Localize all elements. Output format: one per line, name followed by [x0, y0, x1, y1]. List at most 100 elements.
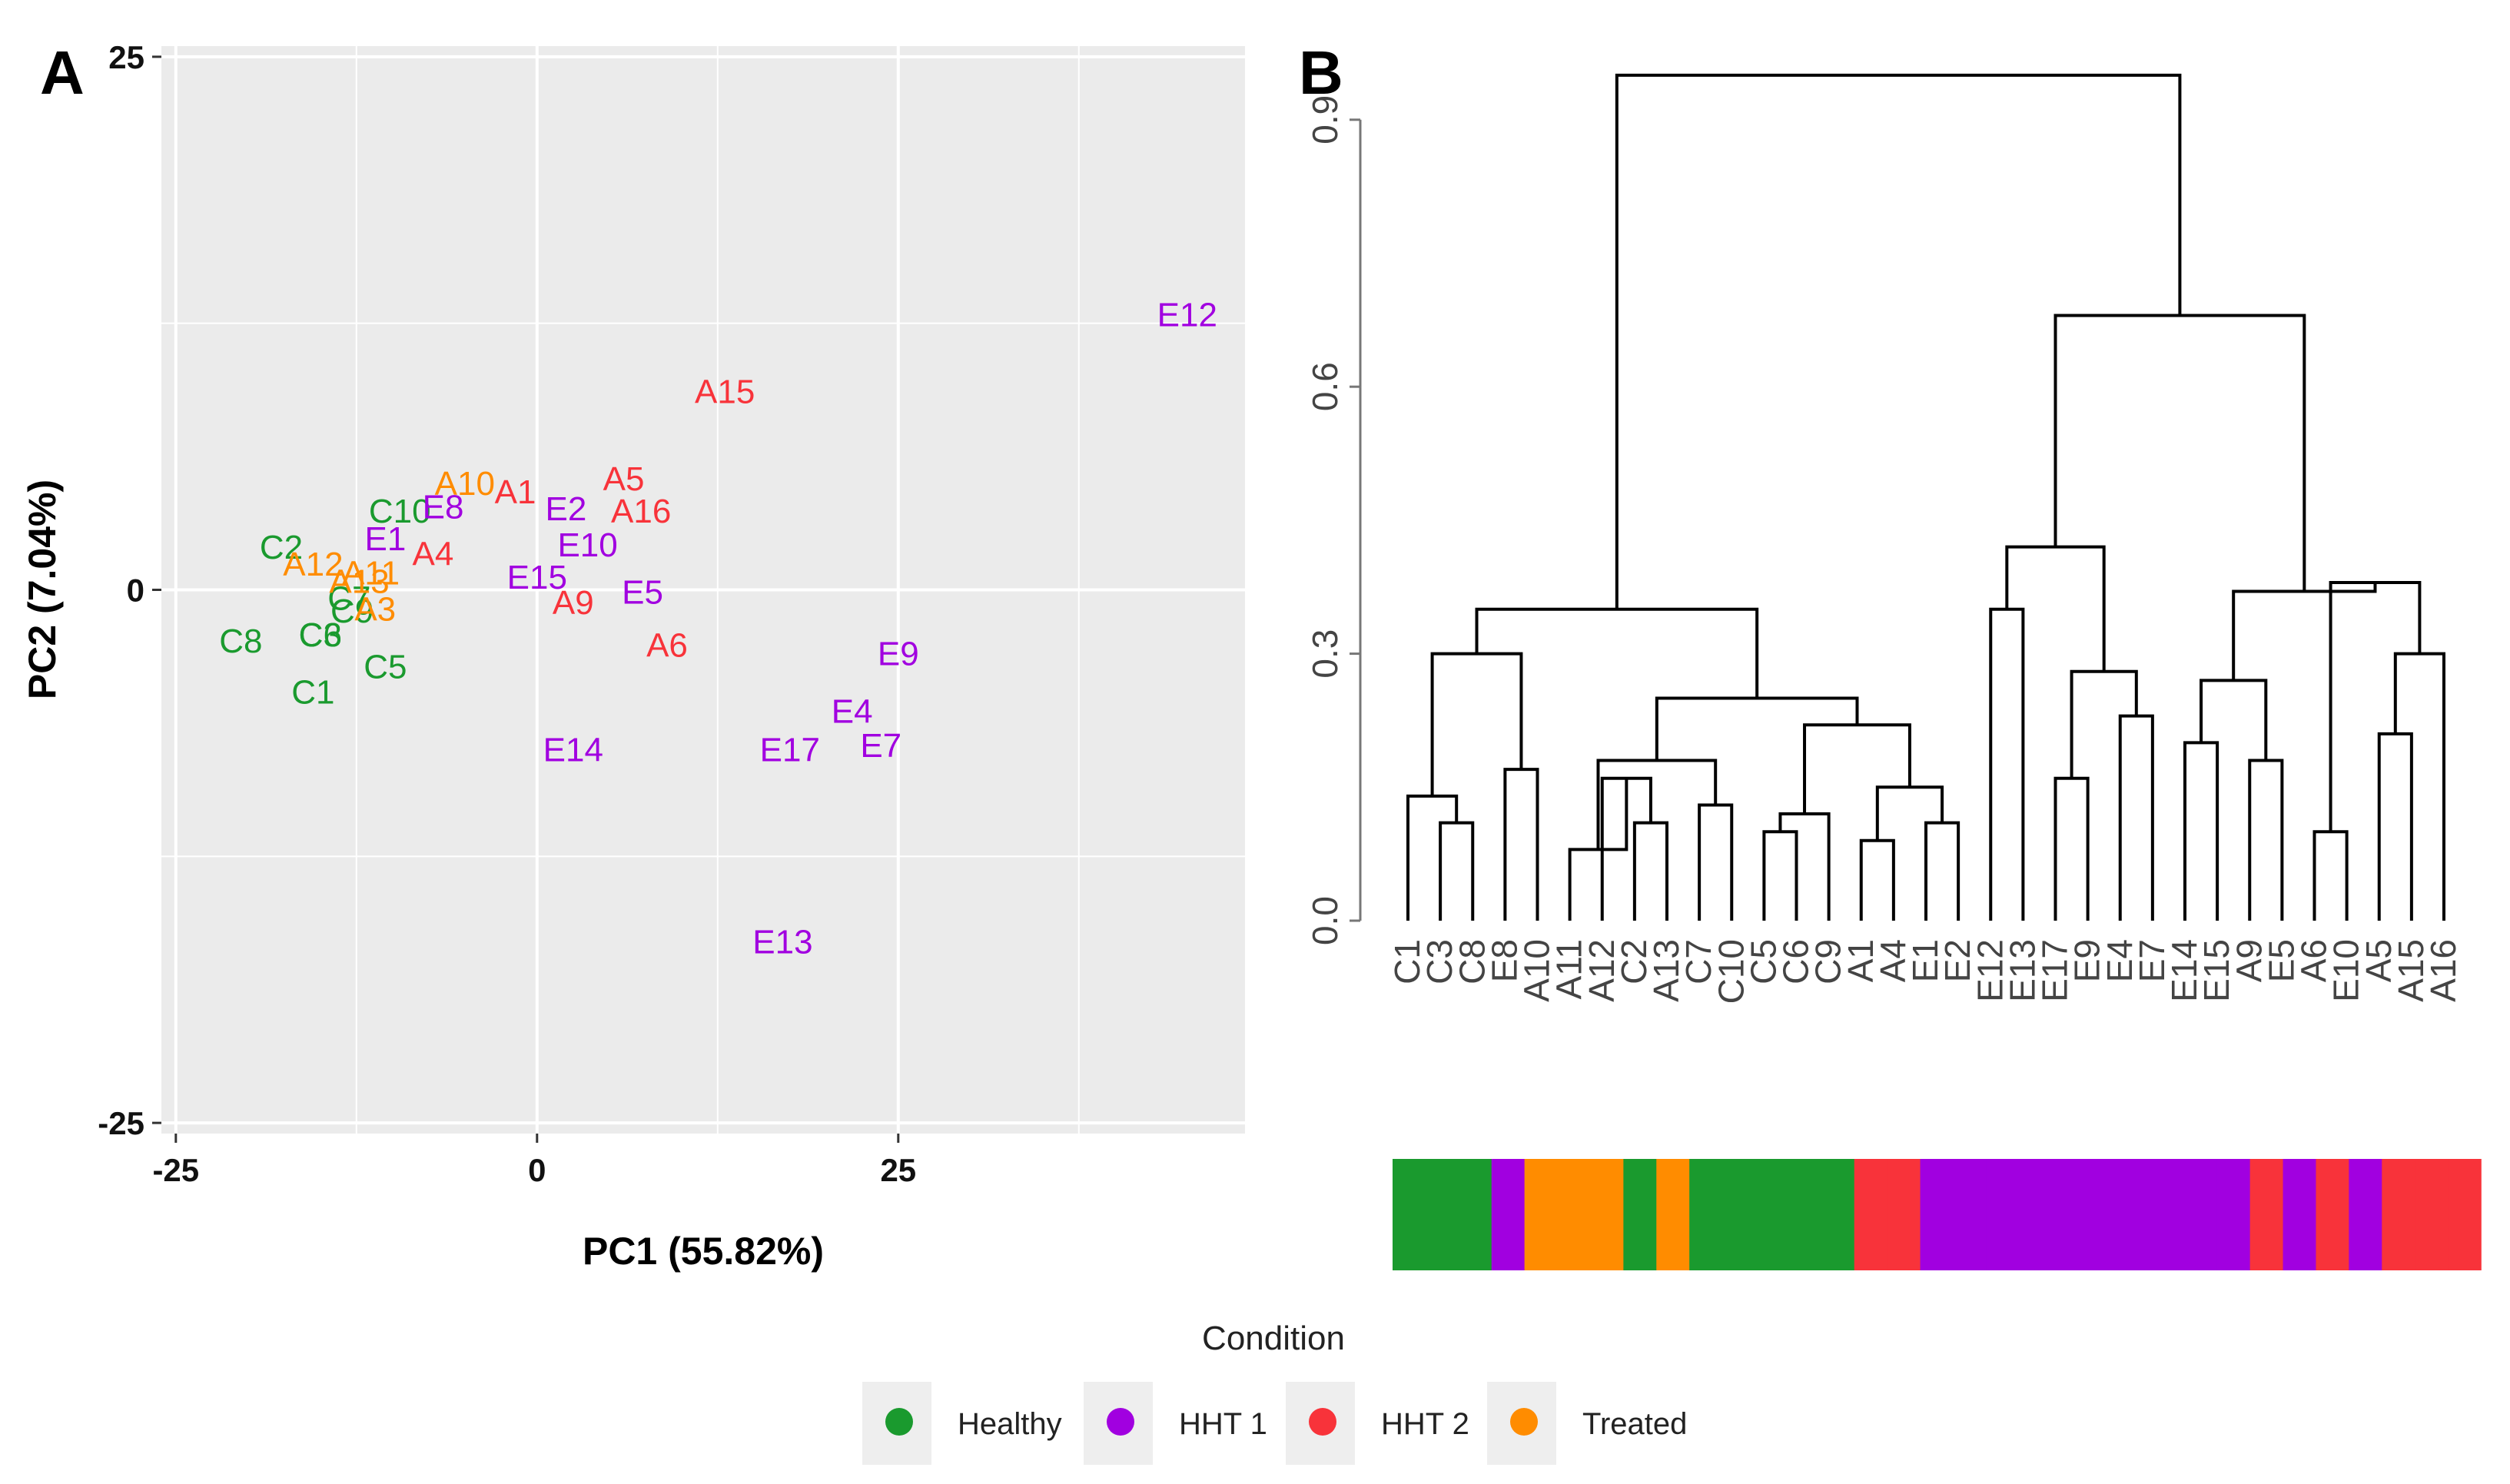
dendrogram-branch-n23	[2183, 741, 2219, 921]
condition-bar-cell-e14	[2183, 1159, 2218, 1270]
condition-bar-cell-e4	[2118, 1159, 2152, 1270]
pca-y-axis-label: PC2 (7.04%)	[21, 480, 64, 699]
y-tick-label: 25	[108, 39, 144, 75]
pca-point-a15: A15	[695, 373, 755, 410]
condition-bar-cell-e7	[2150, 1159, 2185, 1270]
dendrogram-branch-n26	[2312, 830, 2349, 921]
pca-point-a16: A16	[611, 493, 671, 530]
pca-point-a10: A10	[435, 465, 495, 503]
dendrogram-y-tick-label: 0.6	[1305, 362, 1345, 411]
leaf-label-c6: C6	[1776, 939, 1816, 984]
legend-items: Healthy HHT 1 HHT 2 Treated	[862, 1382, 1687, 1465]
pca-point-a4: A4	[413, 535, 454, 573]
dendrogram-tree	[1406, 73, 2445, 921]
x-tick-label: -25	[152, 1152, 199, 1188]
y-tick-label: 0	[127, 573, 144, 609]
dendrogram-branch-n20	[2118, 714, 2154, 921]
pca-point-e9: E9	[878, 636, 919, 673]
condition-bar-cell-e12	[1986, 1159, 2020, 1270]
dendrogram-branch-n31	[2053, 314, 2306, 592]
leaf-label-e17: E17	[2035, 939, 2075, 1002]
leaf-label-e2: E2	[1937, 939, 1977, 982]
pca-point-e14: E14	[543, 732, 603, 769]
condition-bar-cell-c6	[1788, 1159, 1822, 1270]
condition-bar-cell-a9	[2249, 1159, 2284, 1270]
pca-point-e7: E7	[860, 727, 901, 765]
pca-point-e12: E12	[1157, 297, 1217, 334]
dendrogram-branch-n25	[2200, 679, 2268, 761]
dendrogram-branch-n12	[1859, 838, 1895, 921]
legend-label-healthy: Healthy	[958, 1407, 1062, 1441]
condition-bar-cell-c1	[1393, 1159, 1426, 1270]
pca-point-e8: E8	[423, 488, 464, 526]
dendrogram-branch-n5	[1632, 821, 1668, 921]
legend-dot-healthy	[885, 1408, 913, 1436]
leaf-label-e13: E13	[2002, 939, 2042, 1002]
leaf-label-e4: E4	[2100, 939, 2140, 982]
legend-title: Condition	[1202, 1320, 1345, 1357]
leaf-label-e10: E10	[2326, 939, 2366, 1002]
condition-bar-cell-a15	[2415, 1159, 2449, 1270]
dendrogram-branch-n32	[1615, 73, 2182, 609]
leaf-label-c7: C7	[1678, 939, 1718, 984]
condition-bar-cell-a13	[1656, 1159, 1690, 1270]
condition-bar-cell-c3	[1425, 1159, 1459, 1270]
dendrogram-branch-n1	[1439, 821, 1475, 921]
dendrogram-branch-n30	[2232, 582, 2377, 681]
dendrogram-branch-n14	[1875, 785, 1944, 841]
leaf-label-e7: E7	[2132, 939, 2172, 982]
pca-point-c2: C2	[260, 529, 303, 566]
dendrogram-branch-n24	[2248, 759, 2284, 921]
leaf-label-c8: C8	[1452, 939, 1492, 984]
pca-point-c7: C7	[327, 580, 370, 618]
condition-color-bar	[1393, 1159, 2482, 1270]
leaf-label-a6: A6	[2294, 939, 2334, 982]
pca-point-e15: E15	[507, 559, 567, 596]
condition-bar-cell-c9	[1821, 1159, 1855, 1270]
dendrogram-y-tick-label: 0.9	[1305, 95, 1345, 144]
legend-dot-treated	[1510, 1408, 1538, 1436]
pca-point-a1: A1	[495, 473, 536, 511]
pca-point-a3: A3	[354, 590, 396, 628]
panel-b-dendrogram: B 0.00.30.60.9 C1C3C8E8A10A11A12C2A13C7C…	[1299, 38, 2482, 1270]
pca-point-a11: A11	[342, 554, 400, 592]
y-tick-label: -25	[98, 1105, 144, 1141]
pca-point-a9: A9	[553, 584, 594, 622]
pca-point-e4: E4	[832, 693, 873, 731]
pca-x-axis-label: PC1 (55.82%)	[583, 1230, 824, 1273]
pca-point-c8: C8	[219, 622, 262, 660]
dendrogram-branch-n28	[2393, 652, 2445, 921]
dendrogram-branch-n10	[1762, 830, 1798, 921]
pca-point-e2: E2	[545, 490, 586, 528]
condition-bar-cell-a12	[1590, 1159, 1625, 1270]
condition-bar-cell-c2	[1623, 1159, 1658, 1270]
condition-bar-cell-a16	[2448, 1159, 2482, 1270]
leaf-label-a15: A15	[2391, 939, 2431, 1002]
condition-bar-cell-c8	[1458, 1159, 1492, 1270]
pca-point-c10: C10	[369, 493, 431, 530]
leaf-label-c10: C10	[1711, 939, 1751, 1004]
condition-bar-cell-c10	[1722, 1159, 1756, 1270]
leaf-label-a16: A16	[2423, 939, 2463, 1002]
condition-legend: Condition Healthy HHT 1 HHT 2 Treated	[862, 1320, 1687, 1465]
dendrogram-branch-n2	[1406, 794, 1459, 921]
pca-point-a5: A5	[603, 460, 645, 498]
dendrogram-y-tick-label: 0.3	[1305, 629, 1345, 679]
condition-bar-cell-e9	[2085, 1159, 2119, 1270]
condition-bar-cell-e10	[2349, 1159, 2383, 1270]
condition-bar-cell-e1	[1920, 1159, 1954, 1270]
pca-point-c5: C5	[364, 648, 407, 686]
condition-bar-cell-a1	[1854, 1159, 1888, 1270]
condition-bar-cell-e8	[1491, 1159, 1526, 1270]
leaf-label-e15: E15	[2196, 939, 2236, 1002]
legend-dot-hht-1	[1107, 1408, 1134, 1436]
condition-bar-cell-a6	[2316, 1159, 2350, 1270]
x-tick-label: 25	[880, 1152, 916, 1188]
condition-bar-cell-e17	[2052, 1159, 2086, 1270]
dendrogram-y-axis: 0.0 0.3 0.6 0.9	[1305, 95, 1362, 945]
pca-point-e17: E17	[760, 732, 820, 769]
pca-point-e1: E1	[364, 520, 406, 558]
dendrogram-branch-n8	[1698, 803, 1734, 921]
leaf-label-c5: C5	[1743, 939, 1783, 984]
